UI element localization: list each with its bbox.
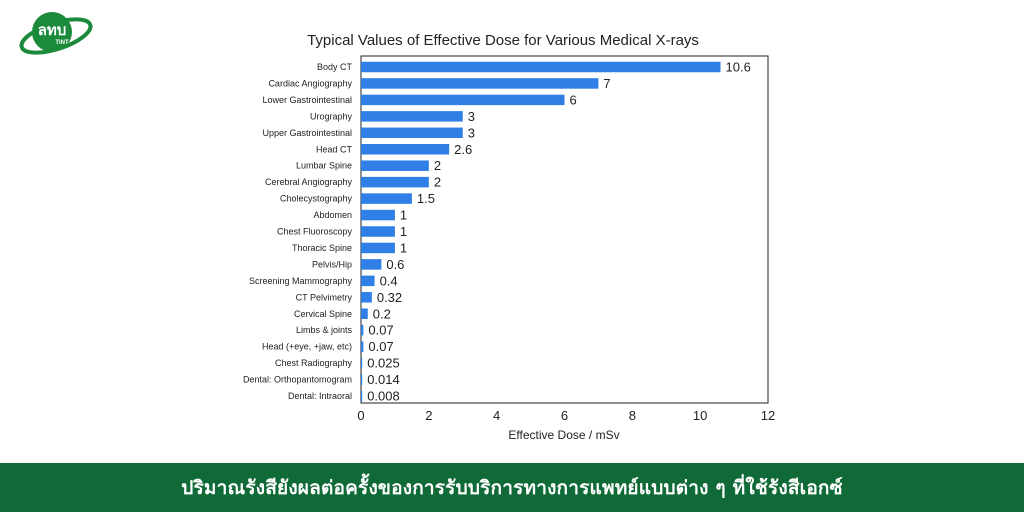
- bar: [361, 144, 450, 155]
- category-label: Dental: Intraoral: [288, 391, 352, 401]
- category-label: Chest Radiography: [275, 358, 353, 368]
- value-label: 3: [468, 125, 475, 140]
- x-tick-label: 8: [629, 408, 636, 423]
- value-label: 0.014: [367, 372, 400, 387]
- bar: [361, 226, 395, 237]
- bar: [361, 341, 364, 352]
- x-axis-ticks: 0 2 4 6 8 10 12: [357, 408, 775, 423]
- value-label: 6: [570, 92, 577, 107]
- bar: [361, 111, 463, 122]
- category-label: Thoracic Spine: [292, 243, 352, 253]
- category-label: Body CT: [317, 62, 353, 72]
- bar: [361, 127, 463, 139]
- bar: [361, 193, 412, 204]
- bar: [361, 275, 375, 287]
- value-label: 7: [603, 76, 610, 91]
- value-label: 1.5: [417, 191, 435, 206]
- category-label: Cerebral Angiography: [265, 177, 353, 187]
- value-labels: 10.676332.6221.51110.60.40.320.20.070.07…: [367, 60, 751, 404]
- bar: [361, 160, 429, 171]
- footer-band: ปริมาณรังสียังผลต่อครั้งของการรับบริการท…: [0, 463, 1024, 512]
- bar: [361, 78, 599, 89]
- category-label: Lower Gastrointestinal: [262, 95, 352, 105]
- value-label: 0.32: [377, 290, 402, 305]
- bar: [361, 61, 721, 73]
- bar: [361, 209, 395, 221]
- value-label: 3: [468, 109, 475, 124]
- value-label: 0.4: [380, 273, 398, 288]
- bar: [361, 308, 368, 319]
- category-label: Cholecystography: [280, 194, 353, 204]
- category-label: Limbs & joints: [296, 325, 353, 335]
- logo-text: ลทบ: [38, 21, 67, 39]
- bar: [361, 374, 363, 385]
- value-label: 0.008: [367, 389, 400, 404]
- x-axis-title: Effective Dose / mSv: [508, 428, 619, 442]
- footer-caption: ปริมาณรังสียังผลต่อครั้งของการรับบริการท…: [181, 476, 843, 499]
- value-label: 0.2: [373, 306, 391, 321]
- x-tick-label: 4: [493, 408, 500, 423]
- value-label: 0.07: [368, 339, 393, 354]
- value-label: 1: [400, 240, 407, 255]
- bar: [361, 390, 363, 402]
- value-label: 0.6: [386, 257, 404, 272]
- value-label: 2: [434, 175, 441, 190]
- x-tick-label: 0: [357, 408, 364, 423]
- bars-layer: [361, 61, 721, 402]
- category-label: Chest Fluoroscopy: [277, 227, 353, 237]
- value-label: 2.6: [454, 142, 472, 157]
- category-label: Head CT: [316, 144, 353, 154]
- category-label: Lumbar Spine: [296, 161, 352, 171]
- category-label: Upper Gastrointestinal: [262, 128, 352, 138]
- category-label: CT Pelvimetry: [296, 292, 353, 302]
- value-label: 0.07: [368, 323, 393, 338]
- chart-title: Typical Values of Effective Dose for Var…: [307, 32, 699, 49]
- bar: [361, 292, 372, 303]
- category-label: Head (+eye, +jaw, etc): [262, 342, 352, 352]
- value-label: 2: [434, 158, 441, 173]
- value-label: 1: [400, 224, 407, 239]
- category-label: Dental: Orthopantomogram: [243, 375, 352, 385]
- x-tick-label: 10: [693, 408, 707, 423]
- tint-logo: ลทบ TINT: [19, 12, 93, 55]
- bar: [361, 242, 395, 254]
- value-label: 1: [400, 208, 407, 223]
- bar-chart: Typical Values of Effective Dose for Var…: [243, 32, 775, 442]
- x-tick-label: 2: [425, 408, 432, 423]
- bar: [361, 357, 363, 369]
- logo-subtext: TINT: [55, 40, 69, 46]
- value-label: 0.025: [367, 356, 400, 371]
- x-tick-label: 12: [761, 408, 775, 423]
- value-label: 10.6: [726, 60, 751, 75]
- bar: [361, 259, 382, 270]
- category-label: Abdomen: [313, 210, 352, 220]
- plot-frame: [360, 55, 769, 404]
- x-tick-label: 6: [561, 408, 568, 423]
- category-labels: Body CT Cardiac Angiography Lower Gastroin…: [243, 62, 353, 401]
- category-label: Screening Mammography: [249, 276, 353, 286]
- category-label: Cardiac Angiography: [268, 78, 352, 88]
- category-label: Urography: [310, 111, 353, 121]
- category-label: Pelvis/Hip: [312, 259, 352, 269]
- category-label: Cervical Spine: [294, 309, 352, 319]
- bar: [361, 176, 429, 188]
- bar: [361, 324, 364, 336]
- bar: [361, 94, 565, 106]
